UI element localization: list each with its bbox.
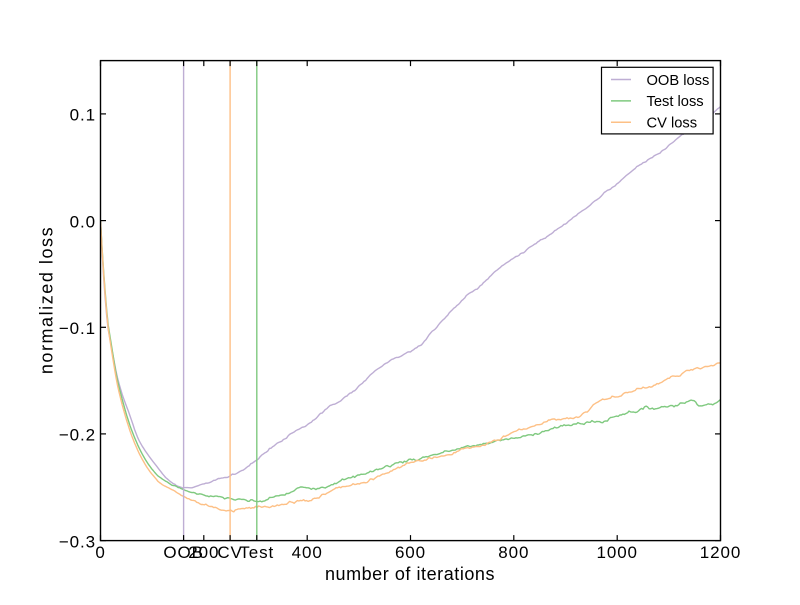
svg-text:0.1: 0.1 bbox=[70, 106, 96, 125]
svg-text:OOB: OOB bbox=[163, 543, 204, 562]
svg-text:CV: CV bbox=[217, 543, 242, 562]
svg-text:−0.1: −0.1 bbox=[59, 319, 96, 338]
svg-text:1200: 1200 bbox=[700, 543, 741, 562]
svg-text:number of iterations: number of iterations bbox=[325, 564, 495, 584]
svg-text:−0.3: −0.3 bbox=[59, 532, 96, 551]
svg-text:200: 200 bbox=[188, 543, 219, 562]
svg-text:Test loss: Test loss bbox=[647, 94, 704, 110]
svg-text:OOB loss: OOB loss bbox=[647, 73, 710, 89]
svg-text:normalized loss: normalized loss bbox=[37, 226, 57, 374]
svg-text:−0.2: −0.2 bbox=[59, 426, 96, 445]
svg-text:0: 0 bbox=[95, 543, 105, 562]
svg-text:Test: Test bbox=[239, 543, 274, 562]
svg-text:600: 600 bbox=[395, 543, 426, 562]
svg-text:CV loss: CV loss bbox=[647, 116, 698, 132]
svg-text:0.0: 0.0 bbox=[70, 212, 96, 231]
svg-text:800: 800 bbox=[498, 543, 529, 562]
svg-text:1000: 1000 bbox=[596, 543, 637, 562]
svg-text:400: 400 bbox=[292, 543, 323, 562]
